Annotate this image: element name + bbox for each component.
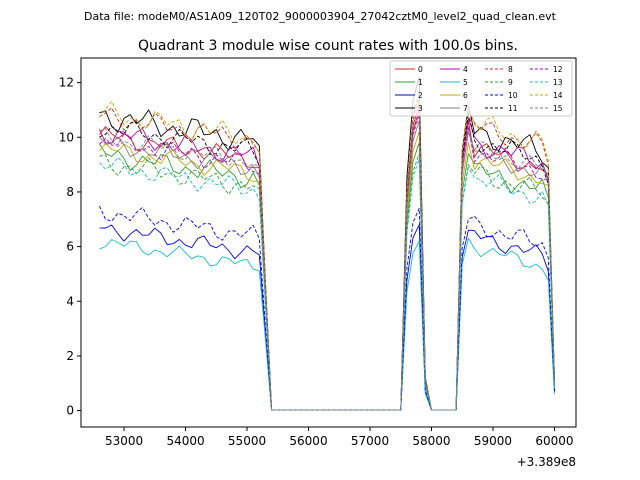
x-tick-label: 57000 (351, 434, 389, 448)
legend-label-14: 14 (553, 91, 563, 100)
x-tick-label: 56000 (289, 434, 327, 448)
legend-label-15: 15 (553, 104, 563, 113)
legend-label-6: 6 (463, 91, 468, 100)
series-line-15 (99, 114, 555, 411)
legend-label-0: 0 (418, 65, 423, 74)
legend-box (389, 60, 573, 117)
x-tick-label: 60000 (535, 434, 573, 448)
legend-label-2: 2 (418, 91, 423, 100)
y-tick-label: 10 (59, 130, 74, 144)
plot-frame (80, 57, 577, 428)
x-tick-label: 58000 (412, 434, 450, 448)
y-tick-label: 4 (66, 294, 74, 308)
legend-label-10: 10 (508, 91, 518, 100)
legend-label-12: 12 (553, 65, 563, 74)
y-tick-label: 6 (66, 240, 74, 254)
y-tick-label: 12 (59, 76, 74, 90)
y-tick-label: 2 (66, 349, 74, 363)
y-tick-label: 0 (66, 404, 74, 418)
legend-label-5: 5 (463, 78, 468, 87)
legend-label-11: 11 (508, 104, 518, 113)
series-line-8 (99, 98, 555, 411)
legend-label-1: 1 (418, 78, 423, 87)
x-offset-label: +3.389e8 (517, 455, 576, 469)
y-axis: 0 2 4 6 8 10 12 (59, 76, 81, 418)
y-tick-label: 8 (66, 185, 74, 199)
series-lines (98, 76, 555, 411)
figure-suptitle: Data file: modeM0/AS1A09_120T02_90000039… (84, 10, 557, 23)
x-tick-label: 55000 (228, 434, 266, 448)
chart-title: Quadrant 3 module wise count rates with … (138, 38, 518, 54)
legend-label-4: 4 (463, 65, 468, 74)
x-tick-label: 54000 (166, 434, 204, 448)
legend-label-7: 7 (463, 104, 468, 113)
x-tick-label: 53000 (105, 434, 143, 448)
x-tick-label: 59000 (474, 434, 512, 448)
legend-label-13: 13 (553, 78, 563, 87)
x-axis: 53000 54000 55000 56000 57000 58000 59000 60000 (105, 427, 574, 448)
legend-label-3: 3 (418, 104, 423, 113)
legend-label-9: 9 (508, 78, 513, 87)
legend-label-8: 8 (508, 65, 513, 74)
